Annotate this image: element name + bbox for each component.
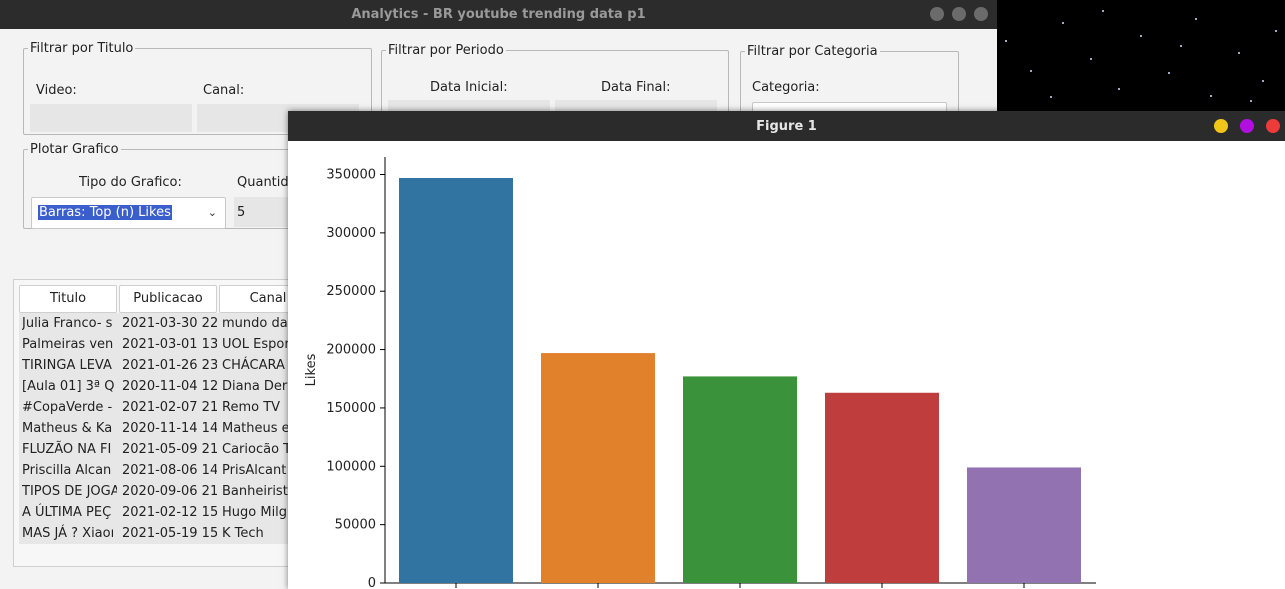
table-cell: 2021-05-09 21 (122, 442, 217, 457)
chevron-down-icon: ⌄ (207, 206, 217, 219)
table-row[interactable] (19, 397, 314, 418)
table-cell: CHÁCARA (222, 358, 285, 373)
bar (541, 353, 655, 583)
table-cell: Diana Der (222, 379, 288, 394)
chart-type-combobox[interactable]: Barras: Top (n) Likes ⌄ (31, 197, 226, 229)
maximize-button[interactable] (952, 7, 966, 21)
table-cell: Julia Franco- s (22, 316, 113, 331)
y-tick-label: 300000 (326, 226, 376, 241)
filter-title-group: Filtrar por Titulo Video: Canal: (23, 41, 372, 135)
y-axis-label: Likes (304, 353, 319, 386)
table-cell: A ÚLTIMA PEÇ (22, 505, 112, 520)
table-cell: 2020-11-14 14 (122, 421, 217, 436)
plot-group: Plotar Grafico Tipo do Grafico: Quantid … (23, 142, 315, 229)
close-button[interactable] (974, 7, 988, 21)
table-cell: Remo TV (222, 400, 281, 415)
figure-minimize-button[interactable] (1214, 119, 1228, 133)
table-row[interactable] (19, 355, 314, 376)
table-cell: TIRINGA LEVA (22, 358, 112, 373)
bar (825, 392, 939, 583)
video-input[interactable] (30, 104, 192, 132)
table-cell: 2021-01-26 23 (122, 358, 217, 373)
table-row[interactable] (19, 439, 314, 460)
figure-window: Figure 1 0 50000 100000 150000 200000 250000 3… (288, 111, 1285, 589)
table-cell: K Tech (222, 526, 264, 541)
table-cell: [Aula 01] 3ª Q (22, 379, 115, 394)
start-date-label: Data Inicial: (430, 80, 508, 95)
table-cell: Palmeiras ven (22, 337, 114, 352)
filter-period-legend: Filtrar por Periodo (388, 43, 504, 58)
window-title: Analytics - BR youtube trending data p1 (351, 7, 646, 22)
table-row[interactable] (19, 523, 314, 544)
figure-maximize-button[interactable] (1240, 119, 1254, 133)
table-cell: 2021-02-07 21 (122, 400, 217, 415)
y-tick-label: 50000 (335, 518, 376, 533)
table-cell: Matheus & Ka (22, 421, 113, 436)
bar (399, 178, 513, 583)
table-cell: Priscilla Alcan (22, 463, 112, 478)
table-row[interactable] (19, 460, 314, 481)
table-row[interactable] (19, 376, 314, 397)
table-row[interactable] (19, 313, 314, 334)
likes-bar-chart: 0 50000 100000 150000 200000 250000 300000 3500… (304, 157, 1096, 589)
table-cell: Banheirist (222, 484, 288, 499)
end-date-label: Data Final: (601, 80, 671, 95)
column-header-titulo[interactable]: Titulo (19, 285, 117, 313)
table-cell: PrisAlcant (222, 463, 287, 478)
table-cell: 2021-03-01 13 (122, 337, 217, 352)
y-tick-label: 150000 (326, 401, 376, 416)
y-tick-label: 200000 (326, 343, 376, 358)
table-cell: 2021-03-30 22 (122, 316, 217, 331)
table-cell: MAS JÁ ? Xiaoı (22, 526, 115, 541)
table-cell: Hugo Milg (222, 505, 288, 520)
plot-legend: Plotar Grafico (30, 142, 119, 157)
table-cell: 2021-02-12 15 (122, 505, 217, 520)
chart-type-selected: Barras: Top (n) Likes (38, 205, 172, 220)
figure-titlebar[interactable]: Figure 1 (288, 111, 1285, 141)
quantity-value: 5 (237, 205, 246, 220)
figure-close-button[interactable] (1266, 119, 1280, 133)
minimize-button[interactable] (930, 7, 944, 21)
chart-type-label: Tipo do Grafico: (79, 175, 182, 190)
table-row[interactable] (19, 502, 314, 523)
filter-category-legend: Filtrar por Categoria (747, 44, 878, 59)
table-cell: 2021-05-19 15 (122, 526, 217, 541)
column-header-publicacao[interactable]: Publicacao (119, 285, 217, 313)
table-row[interactable] (19, 418, 314, 439)
table-cell: #CopaVerde - (22, 400, 113, 415)
filter-title-legend: Filtrar por Titulo (30, 41, 134, 56)
table-cell: mundo da (222, 316, 288, 331)
bar (683, 376, 797, 583)
table-cell: TIPOS DE JOGA (22, 484, 117, 499)
figure-title: Figure 1 (756, 119, 817, 134)
y-tick-label: 250000 (326, 284, 376, 299)
channel-label: Canal: (203, 83, 245, 98)
category-label: Categoria: (752, 80, 820, 95)
y-tick-label: 350000 (326, 168, 376, 183)
quantity-label: Quantid (237, 175, 289, 190)
bar (967, 467, 1081, 583)
analytics-titlebar[interactable]: Analytics - BR youtube trending data p1 (0, 0, 997, 29)
table-cell: FLUZÃO NA FI (22, 442, 112, 457)
table-row[interactable] (19, 334, 314, 355)
y-tick-label: 0 (368, 576, 376, 589)
video-label: Video: (36, 83, 77, 98)
table-row[interactable] (19, 481, 314, 502)
table-cell: 2021-08-06 14 (122, 463, 217, 478)
table-cell: Cariocão T (222, 442, 292, 457)
table-cell: UOL Espor (222, 337, 290, 352)
table-cell: 2020-09-06 21 (122, 484, 217, 499)
table-cell: Matheus e (222, 421, 290, 436)
table-cell: 2020-11-04 12 (122, 379, 217, 394)
y-tick-label: 100000 (326, 459, 376, 474)
